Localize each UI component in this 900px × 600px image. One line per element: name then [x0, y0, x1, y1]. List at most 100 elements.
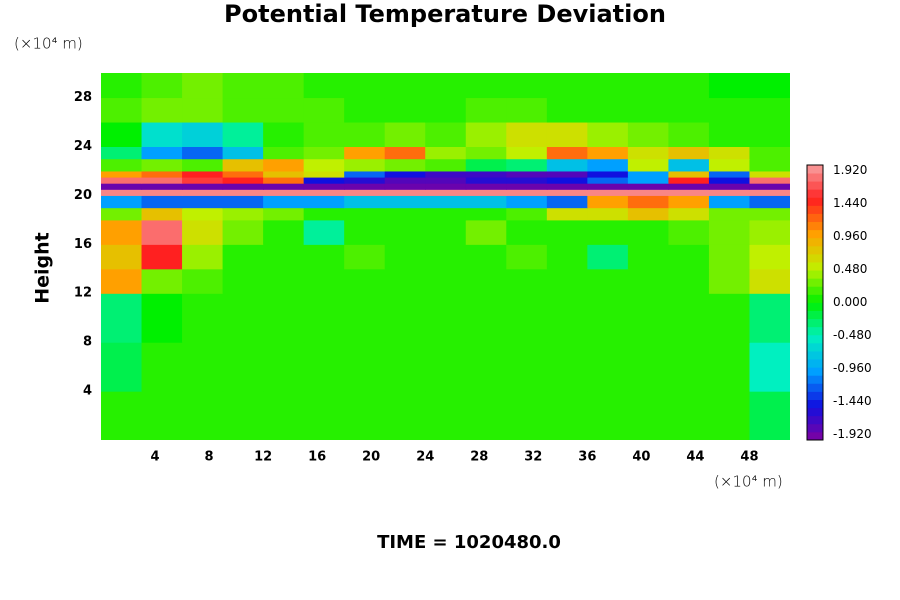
- cell: [627, 189, 670, 196]
- cell: [668, 244, 710, 270]
- cell: [749, 170, 790, 178]
- cell: [465, 121, 507, 147]
- cell: [344, 268, 386, 294]
- cell: [182, 244, 224, 270]
- cell: [546, 158, 588, 172]
- cell: [546, 170, 588, 178]
- cell: [344, 183, 386, 190]
- cell: [506, 97, 548, 123]
- cell: [708, 391, 751, 440]
- colorbar-frame: [806, 164, 824, 441]
- cell: [708, 219, 751, 245]
- cell: [141, 121, 183, 147]
- cell: [182, 293, 224, 343]
- cell: [222, 121, 264, 147]
- cell: [101, 219, 143, 245]
- colorbar: 1.920 1.440 0.960 0.480 0.000 -0.480 -0.960 -1.…: [806, 163, 872, 441]
- cell: [344, 391, 386, 440]
- cell: [749, 219, 790, 245]
- cell: [101, 342, 143, 392]
- cell: [425, 176, 467, 184]
- cell: [344, 176, 386, 184]
- colorbar-step: [807, 423, 823, 433]
- cell: [708, 207, 751, 221]
- cell: [708, 170, 751, 178]
- cell: [303, 146, 345, 160]
- colorbar-step: [807, 367, 823, 376]
- x-tick-label: 32: [524, 450, 542, 465]
- cell: [587, 268, 629, 294]
- cell: [627, 268, 670, 294]
- cell: [101, 391, 143, 440]
- cell: [668, 97, 710, 123]
- y-tick-label: 16: [74, 237, 92, 252]
- cell: [546, 97, 588, 123]
- cell: [627, 219, 670, 245]
- cell: [546, 176, 588, 184]
- cell: [587, 146, 629, 160]
- cell: [263, 195, 305, 209]
- cell: [384, 146, 426, 160]
- cell: [182, 146, 224, 160]
- cell: [344, 219, 386, 245]
- cell: [263, 219, 305, 245]
- cell: [546, 391, 588, 440]
- cell: [344, 97, 386, 123]
- colorbar-step: [807, 391, 823, 400]
- cell: [587, 73, 629, 99]
- cell: [506, 207, 548, 221]
- cell: [627, 293, 670, 343]
- cell: [384, 342, 426, 392]
- colorbar-tick-label: 0.960: [833, 229, 867, 243]
- cell: [668, 146, 710, 160]
- cell: [465, 293, 507, 343]
- cell: [384, 244, 426, 270]
- cell: [384, 268, 426, 294]
- cell: [222, 293, 264, 343]
- colorbar-step: [807, 173, 823, 182]
- cell: [749, 391, 790, 440]
- cell: [101, 146, 143, 160]
- x-tick-label: 28: [470, 450, 488, 465]
- cell: [384, 189, 426, 196]
- cell: [303, 176, 345, 184]
- cell: [587, 195, 629, 209]
- cell: [263, 342, 305, 392]
- colorbar-step: [807, 229, 823, 239]
- cell: [425, 158, 467, 172]
- cell: [465, 207, 507, 221]
- cell: [101, 189, 143, 196]
- cell: [303, 219, 345, 245]
- cell: [749, 342, 790, 392]
- cell: [141, 244, 183, 270]
- cell: [384, 195, 426, 209]
- cell: [101, 176, 143, 184]
- cell: [222, 342, 264, 392]
- colorbar-tick-label: 0.480: [833, 262, 867, 276]
- cell: [708, 73, 751, 99]
- cell: [101, 195, 143, 209]
- cell: [141, 183, 183, 190]
- cell: [182, 158, 224, 172]
- cell: [263, 97, 305, 123]
- cell: [668, 342, 710, 392]
- cell: [465, 195, 507, 209]
- cell: [263, 189, 305, 196]
- cell: [303, 293, 345, 343]
- cell: [303, 158, 345, 172]
- cell: [222, 268, 264, 294]
- cell: [425, 97, 467, 123]
- cell: [425, 244, 467, 270]
- y-unit: (×10⁴ m): [14, 35, 83, 53]
- cell: [506, 244, 548, 270]
- colorbar-step: [807, 262, 823, 271]
- cell: [344, 342, 386, 392]
- cell: [101, 293, 143, 343]
- cell: [506, 219, 548, 245]
- cell: [182, 268, 224, 294]
- cell: [708, 342, 751, 392]
- colorbar-tick-label: -1.920: [833, 427, 872, 441]
- cell: [708, 293, 751, 343]
- cell: [182, 73, 224, 99]
